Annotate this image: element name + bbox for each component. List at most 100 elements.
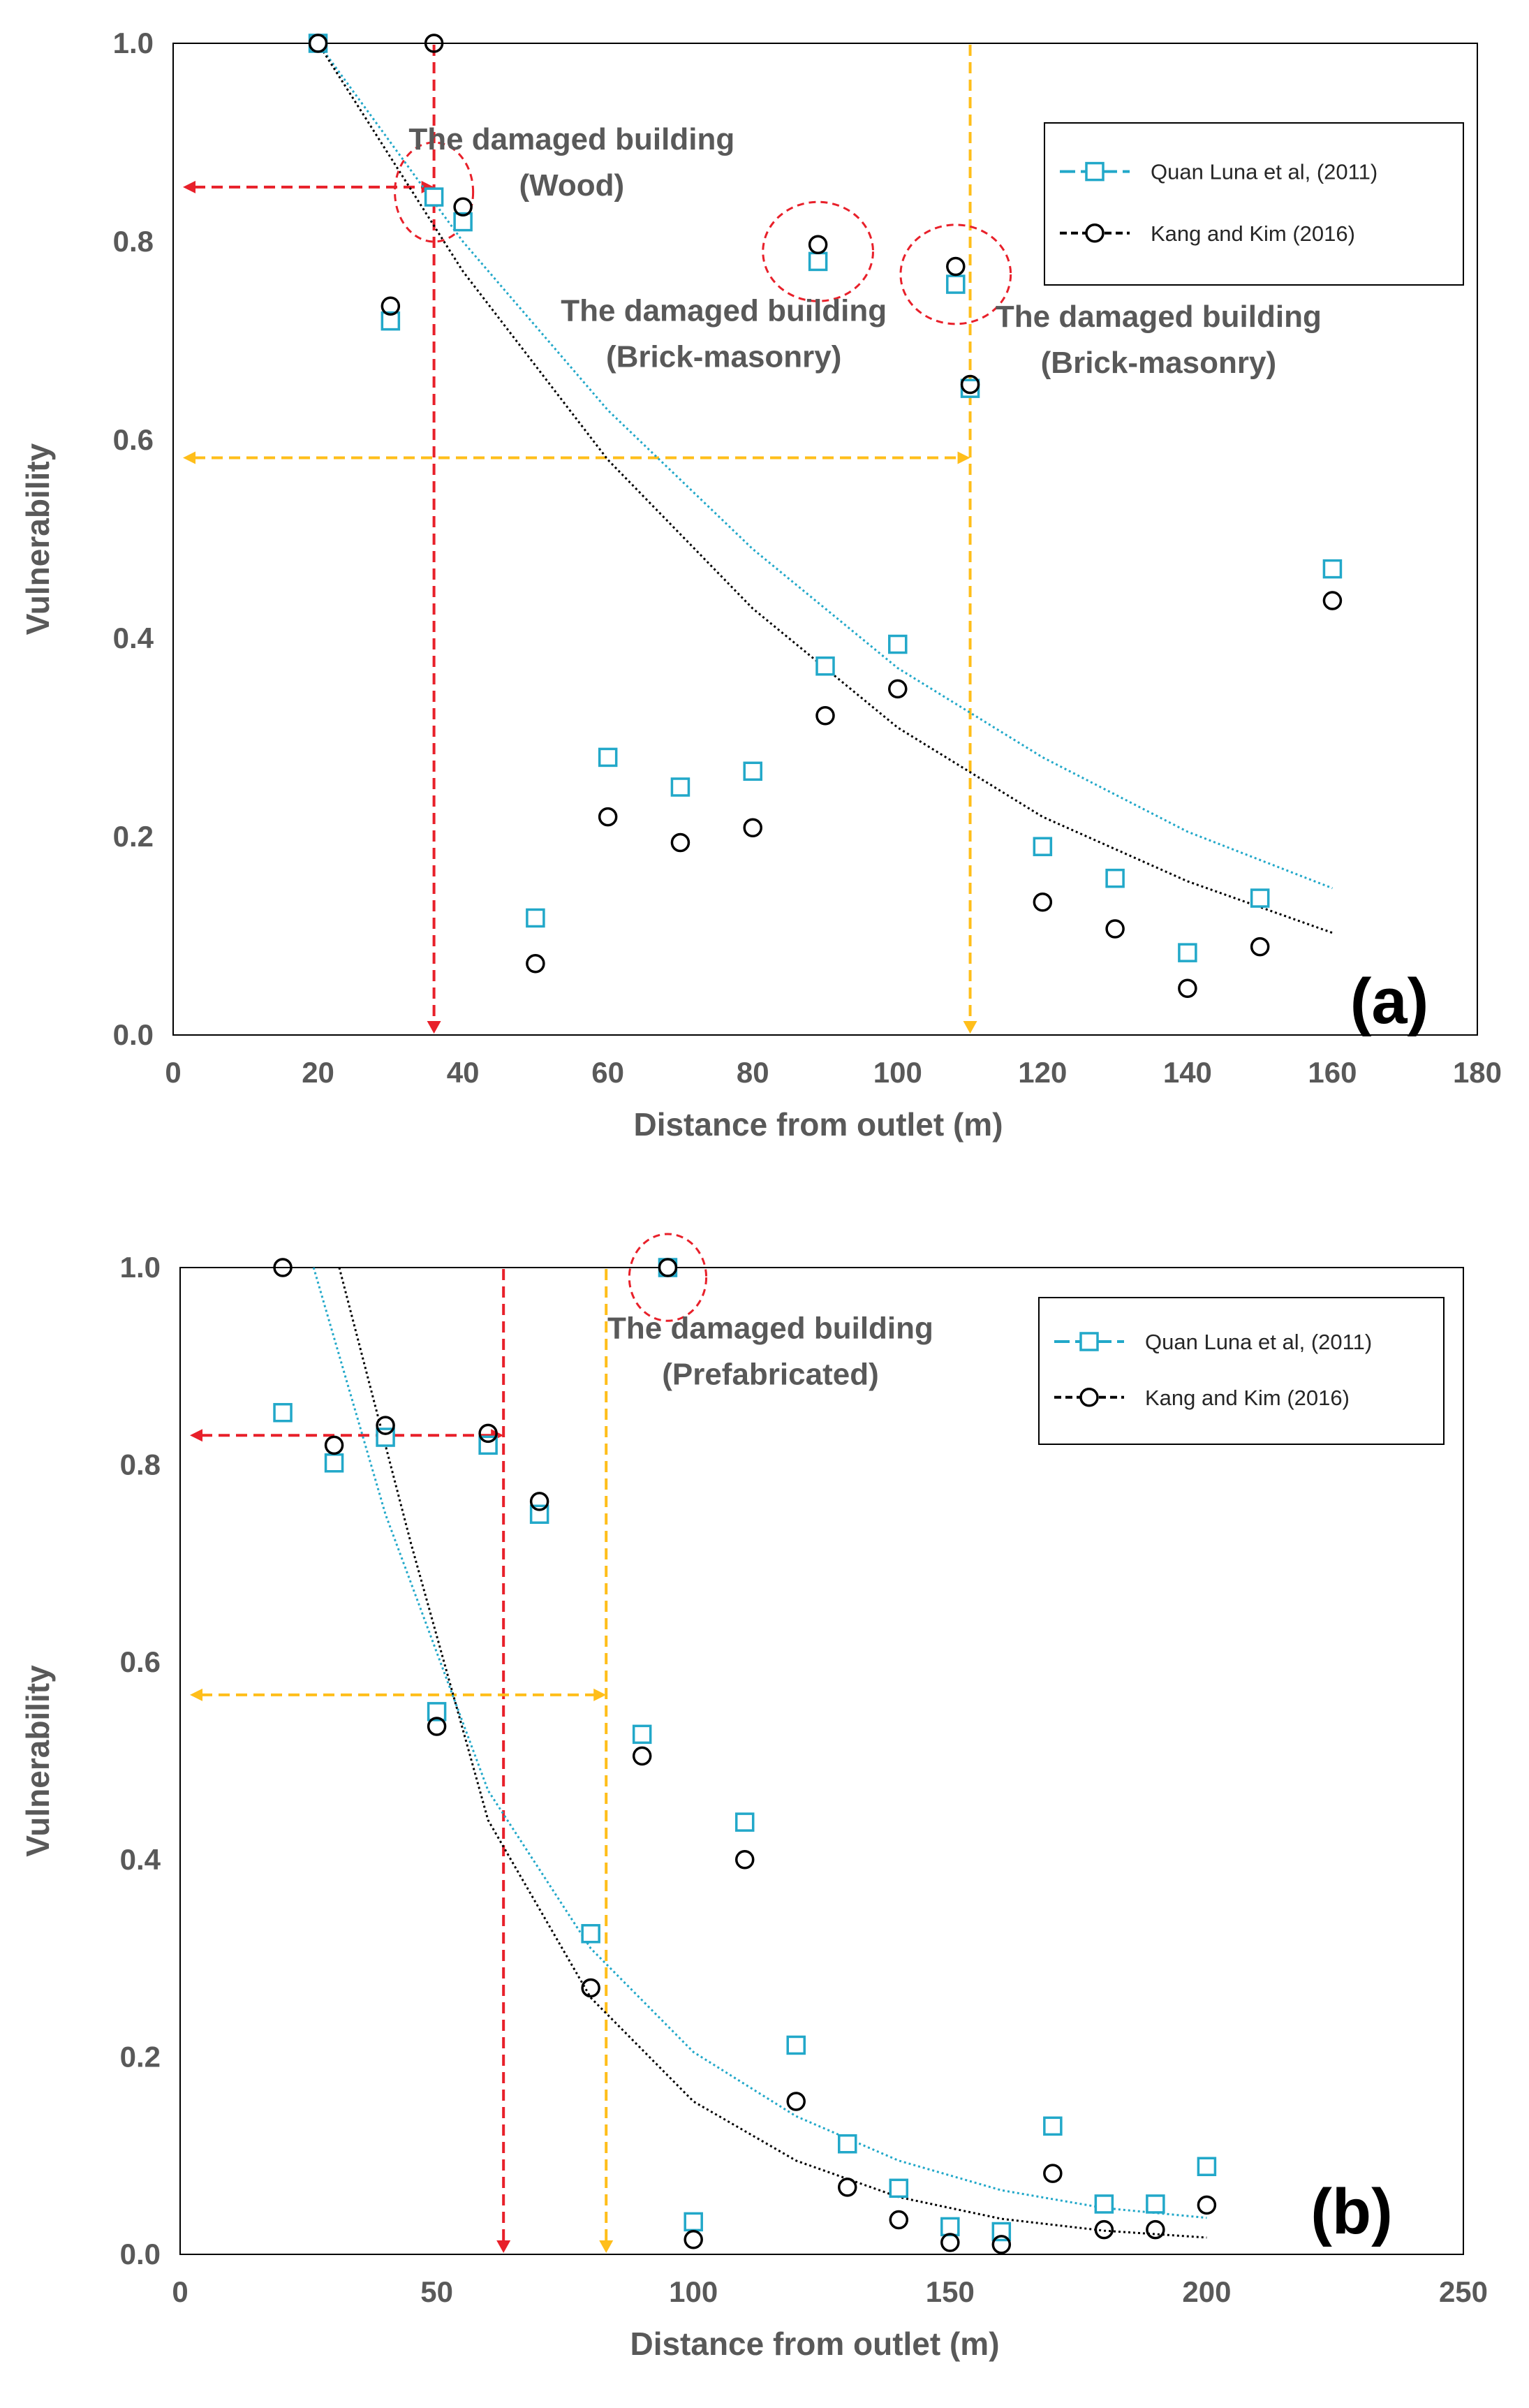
panel-label: (a): [1350, 966, 1428, 1037]
point-kang: [308, 34, 328, 53]
point-quan: [1043, 2116, 1063, 2136]
annotation-line: The damaged building: [561, 294, 887, 328]
point-kang: [1197, 2195, 1217, 2215]
plot-frame: [172, 43, 1478, 1036]
highlight-circle: [394, 141, 475, 243]
point-kang: [376, 1416, 395, 1435]
point-kang: [598, 807, 618, 827]
legend: Quan Luna et al, (2011) Kang and Kim (201…: [1038, 1297, 1445, 1445]
point-kang: [1094, 2219, 1114, 2240]
point-quan: [581, 1924, 600, 1944]
point-quan: [888, 634, 908, 654]
y-tick-label: 0.4: [113, 622, 154, 654]
point-quan: [273, 1402, 293, 1423]
point-kang: [381, 296, 401, 316]
legend-label-quan: Quan Luna et al, (2011): [1145, 1330, 1372, 1354]
point-kang: [581, 1978, 600, 1998]
arrowhead-down-orange: [599, 2240, 614, 2253]
point-kang: [453, 197, 473, 217]
legend-box: [1044, 122, 1464, 286]
highlight-circle: [628, 1233, 708, 1322]
point-kang: [808, 235, 828, 255]
annotation-line: The damaged building: [607, 1312, 933, 1346]
point-kang: [888, 679, 908, 699]
point-quan: [427, 1702, 447, 1721]
x-tick-label: 200: [1182, 2275, 1231, 2308]
legend-box: [1038, 1297, 1445, 1445]
point-quan: [946, 274, 966, 294]
arrowhead-right-orange: [593, 1688, 607, 1701]
x-tick-label: 50: [420, 2275, 453, 2308]
legend-label-quan: Quan Luna et al, (2011): [1151, 160, 1377, 184]
y-tick-label: 0.2: [120, 2040, 161, 2073]
point-quan: [815, 656, 835, 676]
point-kang: [424, 34, 444, 53]
arrowhead-down-red: [496, 2240, 511, 2253]
y-tick-label: 0.0: [120, 2238, 161, 2270]
y-tick-label: 1.0: [120, 1251, 161, 1284]
point-kang: [838, 2178, 857, 2197]
x-tick-label: 100: [669, 2275, 718, 2308]
y-axis-title: Vulnerability: [20, 1665, 56, 1857]
annotation-brick2: The damaged building (Brick-masonry): [996, 300, 1322, 380]
arrowhead-left-red: [190, 1429, 202, 1442]
point-quan: [940, 2217, 960, 2237]
legend-marker-quan: [1079, 1332, 1099, 1351]
point-quan: [889, 2178, 909, 2198]
point-quan: [786, 2035, 806, 2055]
point-kang: [1043, 2164, 1063, 2183]
point-quan: [684, 2212, 703, 2232]
point-quan: [670, 777, 690, 797]
x-tick-label: 60: [591, 1056, 624, 1089]
point-kang: [632, 1746, 652, 1766]
trend-line-kang: [338, 1267, 1207, 2239]
point-quan: [1250, 888, 1270, 908]
point-kang: [1250, 937, 1270, 957]
y-tick-label: 1.0: [113, 27, 154, 59]
annotation-line: (Wood): [519, 168, 624, 203]
annotation-brick1: The damaged building (Brick-masonry): [561, 294, 887, 374]
point-kang: [324, 1435, 344, 1455]
legend-marker-kang: [1085, 223, 1105, 243]
point-quan: [960, 379, 980, 398]
annotation-line: (Brick-masonry): [1041, 346, 1276, 380]
point-quan: [1322, 559, 1343, 579]
point-quan: [1033, 837, 1053, 856]
x-tick-label: 150: [926, 2275, 975, 2308]
arrowhead-left-orange: [190, 1688, 202, 1701]
x-tick-label: 20: [302, 1056, 334, 1089]
point-kang: [991, 2235, 1012, 2254]
point-quan: [1146, 2194, 1165, 2214]
point-kang: [1105, 919, 1125, 939]
y-tick-label: 0.8: [120, 1448, 161, 1481]
point-quan: [734, 1812, 755, 1832]
arrowhead-down-orange: [963, 1021, 977, 1034]
point-quan: [743, 761, 762, 781]
panel-b-chart: 0 50 100 150 200 250 0.0 0.2 0.4 0.6 0.8 1.0 Distanc…: [20, 1233, 1488, 2362]
annotation-prefab: The damaged building (Prefabricated): [607, 1312, 933, 1392]
x-axis-title: Distance from outlet (m): [633, 1106, 1003, 1143]
legend-marker-quan: [1085, 161, 1105, 182]
point-kang: [427, 1717, 447, 1736]
y-tick-label: 0.6: [120, 1645, 161, 1678]
arrowhead-right-orange: [957, 451, 970, 464]
point-quan: [838, 2134, 857, 2154]
point-quan: [632, 1724, 652, 1745]
point-kang: [743, 818, 762, 837]
legend-marker-kang: [1079, 1388, 1099, 1407]
point-kang: [529, 1492, 549, 1511]
y-axis-title: Vulnerability: [20, 443, 56, 635]
trend-line-quan: [312, 1267, 1207, 2219]
y-tick-label: 0.6: [113, 423, 154, 456]
arrowhead-left-orange: [183, 451, 195, 464]
point-quan: [324, 1453, 344, 1473]
annotation-line: The damaged building: [996, 300, 1322, 334]
legend-label-kang: Kang and Kim (2016): [1145, 1386, 1350, 1410]
point-quan: [1105, 868, 1125, 888]
point-quan: [808, 251, 828, 272]
point-quan: [1197, 2157, 1217, 2176]
x-tick-label: 0: [165, 1056, 181, 1089]
plot-frame: [179, 1267, 1464, 2255]
x-tick-label: 160: [1308, 1056, 1357, 1089]
